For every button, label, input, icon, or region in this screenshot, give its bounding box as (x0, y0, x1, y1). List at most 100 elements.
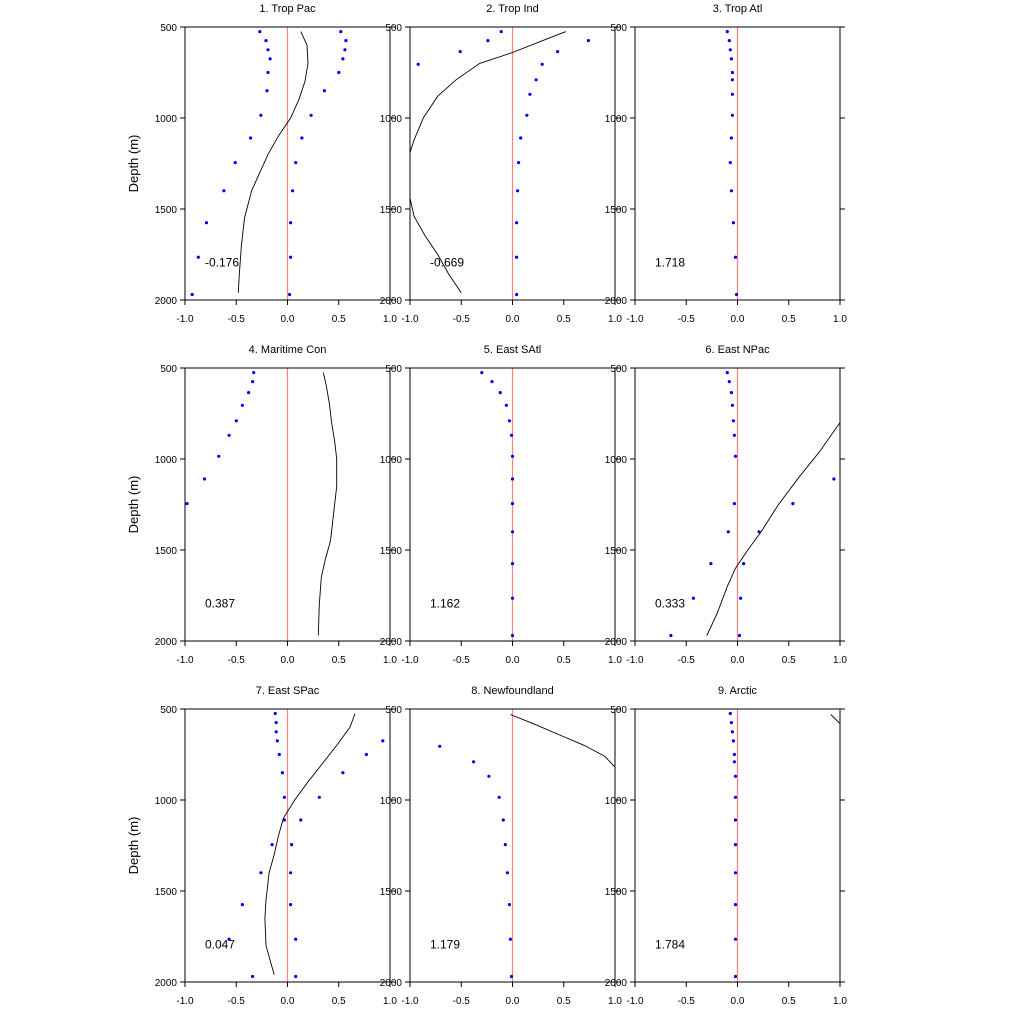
x-tick-label: -1.0 (401, 996, 419, 1007)
y-tick-label: 1000 (155, 455, 178, 466)
data-point (519, 136, 523, 140)
x-tick-label: 0.0 (281, 655, 295, 666)
data-point (509, 974, 514, 979)
data-point (204, 221, 209, 225)
panel-title: 2. Trop Ind (486, 3, 539, 15)
data-point (515, 292, 519, 297)
y-axis-label: Depth (m) (126, 135, 141, 193)
data-point (490, 380, 494, 384)
panel-title: 4. Maritime Con (249, 344, 327, 356)
data-point (252, 371, 256, 375)
data-point (505, 871, 509, 875)
x-tick-label: 1.0 (383, 655, 397, 666)
data-point (737, 633, 742, 638)
data-point (791, 502, 795, 506)
data-point (289, 903, 293, 907)
data-point (742, 562, 746, 566)
y-tick-label: 1500 (605, 887, 628, 898)
y-tick-label: 2000 (380, 296, 403, 307)
data-point (729, 391, 734, 395)
data-point (277, 752, 281, 757)
data-point (289, 255, 293, 259)
data-point (507, 903, 511, 907)
data-point (733, 974, 738, 979)
data-point (730, 113, 735, 117)
x-tick-label: 0.5 (332, 314, 346, 325)
data-point (507, 419, 511, 423)
data-point (438, 744, 442, 748)
data-point (274, 730, 278, 734)
value-label: 1.162 (430, 596, 460, 610)
y-tick-label: 1000 (605, 796, 628, 807)
profile-curve-2 (410, 198, 462, 293)
data-point (733, 774, 738, 778)
data-point (691, 596, 696, 600)
y-tick-label: 1000 (380, 114, 403, 125)
data-point (280, 771, 284, 775)
data-point (515, 221, 519, 225)
data-point (510, 502, 515, 506)
panel-title: 9. Arctic (718, 685, 758, 697)
data-point (729, 721, 734, 725)
data-point (540, 62, 544, 66)
x-tick-label: 0.0 (506, 655, 520, 666)
x-tick-label: 0.5 (782, 655, 796, 666)
data-point (343, 48, 347, 52)
data-point (733, 818, 738, 822)
data-point (501, 818, 505, 822)
data-point (300, 136, 304, 140)
data-point (322, 89, 326, 93)
data-point (729, 189, 734, 193)
data-point (234, 419, 238, 423)
data-point (733, 454, 738, 458)
data-point (725, 30, 729, 34)
data-point (731, 419, 736, 423)
x-tick-label: -1.0 (401, 655, 419, 666)
y-tick-label: 1000 (380, 796, 403, 807)
y-tick-label: 1000 (605, 455, 628, 466)
x-tick-label: -0.5 (453, 996, 471, 1007)
y-tick-label: 1500 (380, 205, 403, 216)
data-point (299, 818, 303, 822)
data-point (709, 562, 713, 566)
data-point (289, 221, 293, 225)
data-point (556, 50, 560, 54)
data-point (290, 843, 294, 847)
data-point (266, 70, 270, 75)
panel-7: 500 1000 1500 2000 -1.0 -0.5 0.0 0.5 1.0 7. East … (126, 685, 397, 1007)
data-point (282, 795, 286, 799)
profile-curve (264, 713, 356, 975)
value-label: 0.047 (205, 937, 235, 951)
y-tick-label: 2000 (605, 637, 628, 648)
panel-9: 500 1000 1500 2000 -1.0 -0.5 0.0 0.5 1.0 9. Arcti… (605, 685, 848, 1007)
x-tick-label: 1.0 (833, 314, 847, 325)
panel-title: 5. East SAtl (484, 344, 541, 356)
y-tick-label: 500 (160, 23, 177, 34)
data-point (251, 380, 255, 384)
y-tick-label: 2000 (155, 978, 178, 989)
data-point (341, 57, 345, 61)
x-tick-label: 0.0 (731, 996, 745, 1007)
data-point (586, 39, 591, 43)
data-point (732, 752, 737, 757)
x-tick-label: 0.0 (731, 314, 745, 325)
y-tick-label: 1000 (380, 455, 403, 466)
data-point (341, 771, 345, 775)
data-point (240, 903, 244, 907)
data-point (222, 189, 226, 193)
data-point (416, 62, 420, 66)
data-point (508, 937, 512, 941)
profile-curve (237, 31, 309, 293)
x-tick-label: -0.5 (228, 996, 246, 1007)
data-point (727, 39, 731, 43)
data-point (726, 530, 730, 534)
data-point (510, 633, 515, 638)
data-point (458, 50, 462, 54)
data-point (202, 477, 207, 481)
data-point (247, 391, 251, 395)
data-point (266, 48, 270, 52)
data-point (227, 937, 231, 941)
x-tick-label: 0.5 (332, 655, 346, 666)
x-tick-label: 0.0 (506, 314, 520, 325)
data-point (503, 843, 507, 847)
